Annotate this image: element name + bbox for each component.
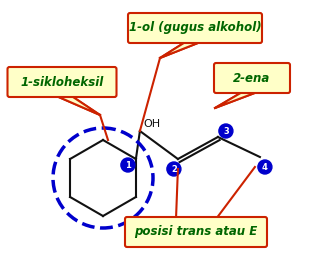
Text: 1-ol (gugus alkohol): 1-ol (gugus alkohol) bbox=[129, 21, 261, 34]
Text: 1-sikloheksil: 1-sikloheksil bbox=[20, 76, 104, 89]
Text: 1: 1 bbox=[125, 161, 131, 169]
FancyBboxPatch shape bbox=[7, 67, 116, 97]
Circle shape bbox=[167, 162, 181, 176]
Polygon shape bbox=[54, 95, 100, 115]
Circle shape bbox=[121, 158, 135, 172]
Circle shape bbox=[219, 124, 233, 138]
Text: 4: 4 bbox=[262, 162, 268, 171]
Polygon shape bbox=[160, 41, 203, 58]
FancyBboxPatch shape bbox=[128, 13, 262, 43]
FancyBboxPatch shape bbox=[214, 63, 290, 93]
Text: posisi trans atau E: posisi trans atau E bbox=[134, 226, 258, 239]
Text: OH: OH bbox=[143, 119, 160, 129]
Circle shape bbox=[258, 160, 272, 174]
Polygon shape bbox=[215, 91, 260, 108]
Text: 3: 3 bbox=[223, 126, 229, 135]
Text: 2-ena: 2-ena bbox=[233, 71, 271, 84]
Text: 2: 2 bbox=[171, 164, 177, 174]
FancyBboxPatch shape bbox=[125, 217, 267, 247]
